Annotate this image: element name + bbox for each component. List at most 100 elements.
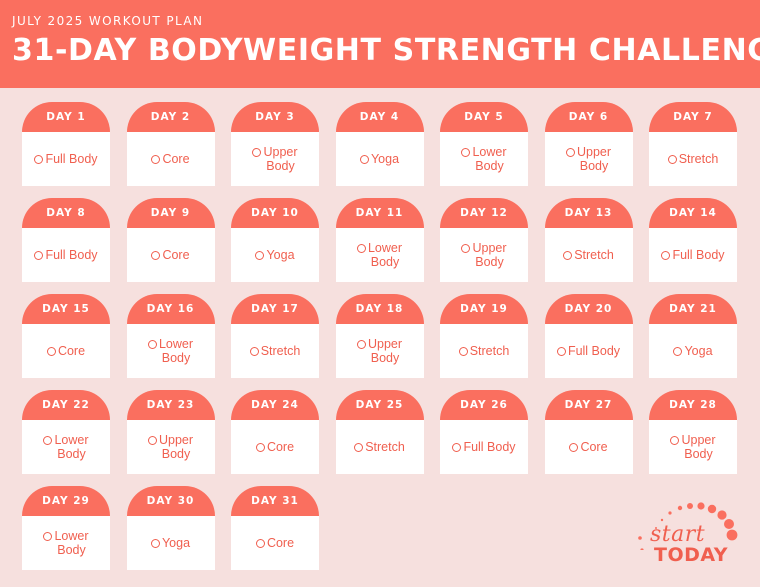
day-workout-panel: Upper Body (231, 132, 319, 186)
day-card: DAY 29 Lower Body (22, 486, 110, 570)
logo-word-start: start (650, 522, 706, 547)
day-label: DAY 3 (231, 102, 319, 132)
workout-item[interactable]: Upper Body (461, 241, 507, 269)
circle-checkbox-icon[interactable] (359, 155, 369, 164)
workout-item[interactable]: Core (255, 536, 294, 550)
circle-checkbox-icon[interactable] (34, 251, 44, 260)
day-card: DAY 16 Lower Body (126, 294, 215, 378)
workout-label: Lower Body (367, 241, 403, 269)
circle-checkbox-icon[interactable] (249, 347, 259, 356)
circle-checkbox-icon[interactable] (255, 443, 265, 452)
day-label: DAY 13 (544, 198, 633, 228)
workout-item[interactable]: Stretch (354, 440, 405, 454)
workout-item[interactable]: Core (151, 152, 190, 166)
workout-item[interactable]: Full Body (34, 152, 98, 166)
circle-checkbox-icon[interactable] (661, 251, 671, 260)
circle-checkbox-icon[interactable] (565, 148, 575, 157)
workout-item[interactable]: Upper Body (252, 145, 298, 173)
day-workout-panel: Lower Body (22, 420, 110, 474)
workout-item[interactable]: Stretch (563, 248, 614, 262)
day-workout-panel: Stretch (335, 420, 424, 474)
day-label: DAY 17 (231, 294, 319, 324)
header-banner: JULY 2025 WORKOUT PLAN 31-DAY BODYWEIGHT… (0, 0, 760, 88)
circle-checkbox-icon[interactable] (673, 347, 683, 356)
workout-item[interactable]: Upper Body (670, 433, 716, 461)
workout-label: Upper Body (367, 337, 403, 365)
day-card: DAY 9 Core (126, 198, 215, 282)
circle-checkbox-icon[interactable] (667, 155, 677, 164)
circle-checkbox-icon[interactable] (147, 340, 157, 349)
workout-item[interactable]: Core (255, 440, 294, 454)
workout-label: Lower Body (158, 337, 194, 365)
workout-label: Yoga (684, 344, 713, 358)
circle-checkbox-icon[interactable] (670, 436, 680, 445)
day-workout-panel: Yoga (126, 516, 215, 570)
circle-checkbox-icon[interactable] (34, 155, 44, 164)
circle-checkbox-icon[interactable] (255, 251, 265, 260)
circle-checkbox-icon[interactable] (150, 539, 160, 548)
day-workout-panel: Full Body (544, 324, 633, 378)
day-workout-panel: Yoga (231, 228, 319, 282)
workout-item[interactable]: Yoga (359, 152, 399, 166)
workout-label: Full Body (463, 440, 516, 454)
workout-item[interactable]: Stretch (667, 152, 718, 166)
circle-checkbox-icon[interactable] (356, 244, 366, 253)
workout-item[interactable]: Yoga (255, 248, 295, 262)
workout-item[interactable]: Lower Body (461, 145, 507, 173)
day-card: DAY 14 Full Body (649, 198, 737, 282)
workout-item[interactable]: Stretch (458, 344, 509, 358)
circle-checkbox-icon[interactable] (43, 436, 53, 445)
workout-item[interactable]: Stretch (249, 344, 301, 358)
workout-item[interactable]: Core (151, 248, 190, 262)
workout-item[interactable]: Upper Body (356, 337, 403, 365)
circle-checkbox-icon[interactable] (461, 244, 471, 253)
circle-checkbox-icon[interactable] (356, 340, 366, 349)
day-card: DAY 30 Yoga (126, 486, 215, 570)
circle-checkbox-icon[interactable] (252, 148, 262, 157)
workout-item[interactable]: Core (46, 344, 85, 358)
day-card: DAY 28 Upper Body (649, 390, 737, 474)
circle-checkbox-icon[interactable] (151, 155, 161, 164)
day-label: DAY 11 (335, 198, 424, 228)
circle-checkbox-icon[interactable] (452, 443, 462, 452)
day-label: DAY 30 (126, 486, 215, 516)
circle-checkbox-icon[interactable] (461, 148, 471, 157)
day-label: DAY 15 (22, 294, 110, 324)
workout-item[interactable]: Lower Body (147, 337, 194, 365)
workout-item[interactable]: Full Body (34, 248, 98, 262)
day-card: DAY 21 Yoga (649, 294, 737, 378)
workout-item[interactable]: Lower Body (43, 529, 89, 557)
day-card: DAY 17 Stretch (231, 294, 319, 378)
workout-item[interactable]: Full Body (556, 344, 620, 358)
circle-checkbox-icon[interactable] (354, 443, 364, 452)
workout-item[interactable]: Lower Body (356, 241, 403, 269)
workout-item[interactable]: Lower Body (43, 433, 89, 461)
circle-checkbox-icon[interactable] (569, 443, 579, 452)
circle-checkbox-icon[interactable] (147, 436, 157, 445)
day-card: DAY 10 Yoga (231, 198, 319, 282)
circle-checkbox-icon[interactable] (458, 347, 468, 356)
workout-item[interactable]: Full Body (661, 248, 725, 262)
workout-item[interactable]: Full Body (452, 440, 516, 454)
workout-item[interactable]: Upper Body (147, 433, 193, 461)
day-workout-panel: Core (231, 420, 319, 474)
workout-item[interactable]: Upper Body (565, 145, 611, 173)
day-card: DAY 20 Full Body (544, 294, 633, 378)
day-card: DAY 24 Core (231, 390, 319, 474)
day-card: DAY 23 Upper Body (126, 390, 215, 474)
workout-label: Stretch (260, 344, 301, 358)
circle-checkbox-icon[interactable] (151, 251, 161, 260)
workout-item[interactable]: Core (569, 440, 608, 454)
circle-checkbox-icon[interactable] (46, 347, 56, 356)
circle-checkbox-icon[interactable] (563, 251, 573, 260)
workout-item[interactable]: Yoga (673, 344, 713, 358)
day-label: DAY 16 (126, 294, 215, 324)
workout-item[interactable]: Yoga (150, 536, 190, 550)
day-label: DAY 26 (440, 390, 528, 420)
circle-checkbox-icon[interactable] (43, 532, 53, 541)
day-label: DAY 18 (335, 294, 424, 324)
day-workout-panel: Yoga (649, 324, 737, 378)
circle-checkbox-icon[interactable] (255, 539, 265, 548)
day-card: DAY 22 Lower Body (22, 390, 110, 474)
circle-checkbox-icon[interactable] (556, 347, 566, 356)
